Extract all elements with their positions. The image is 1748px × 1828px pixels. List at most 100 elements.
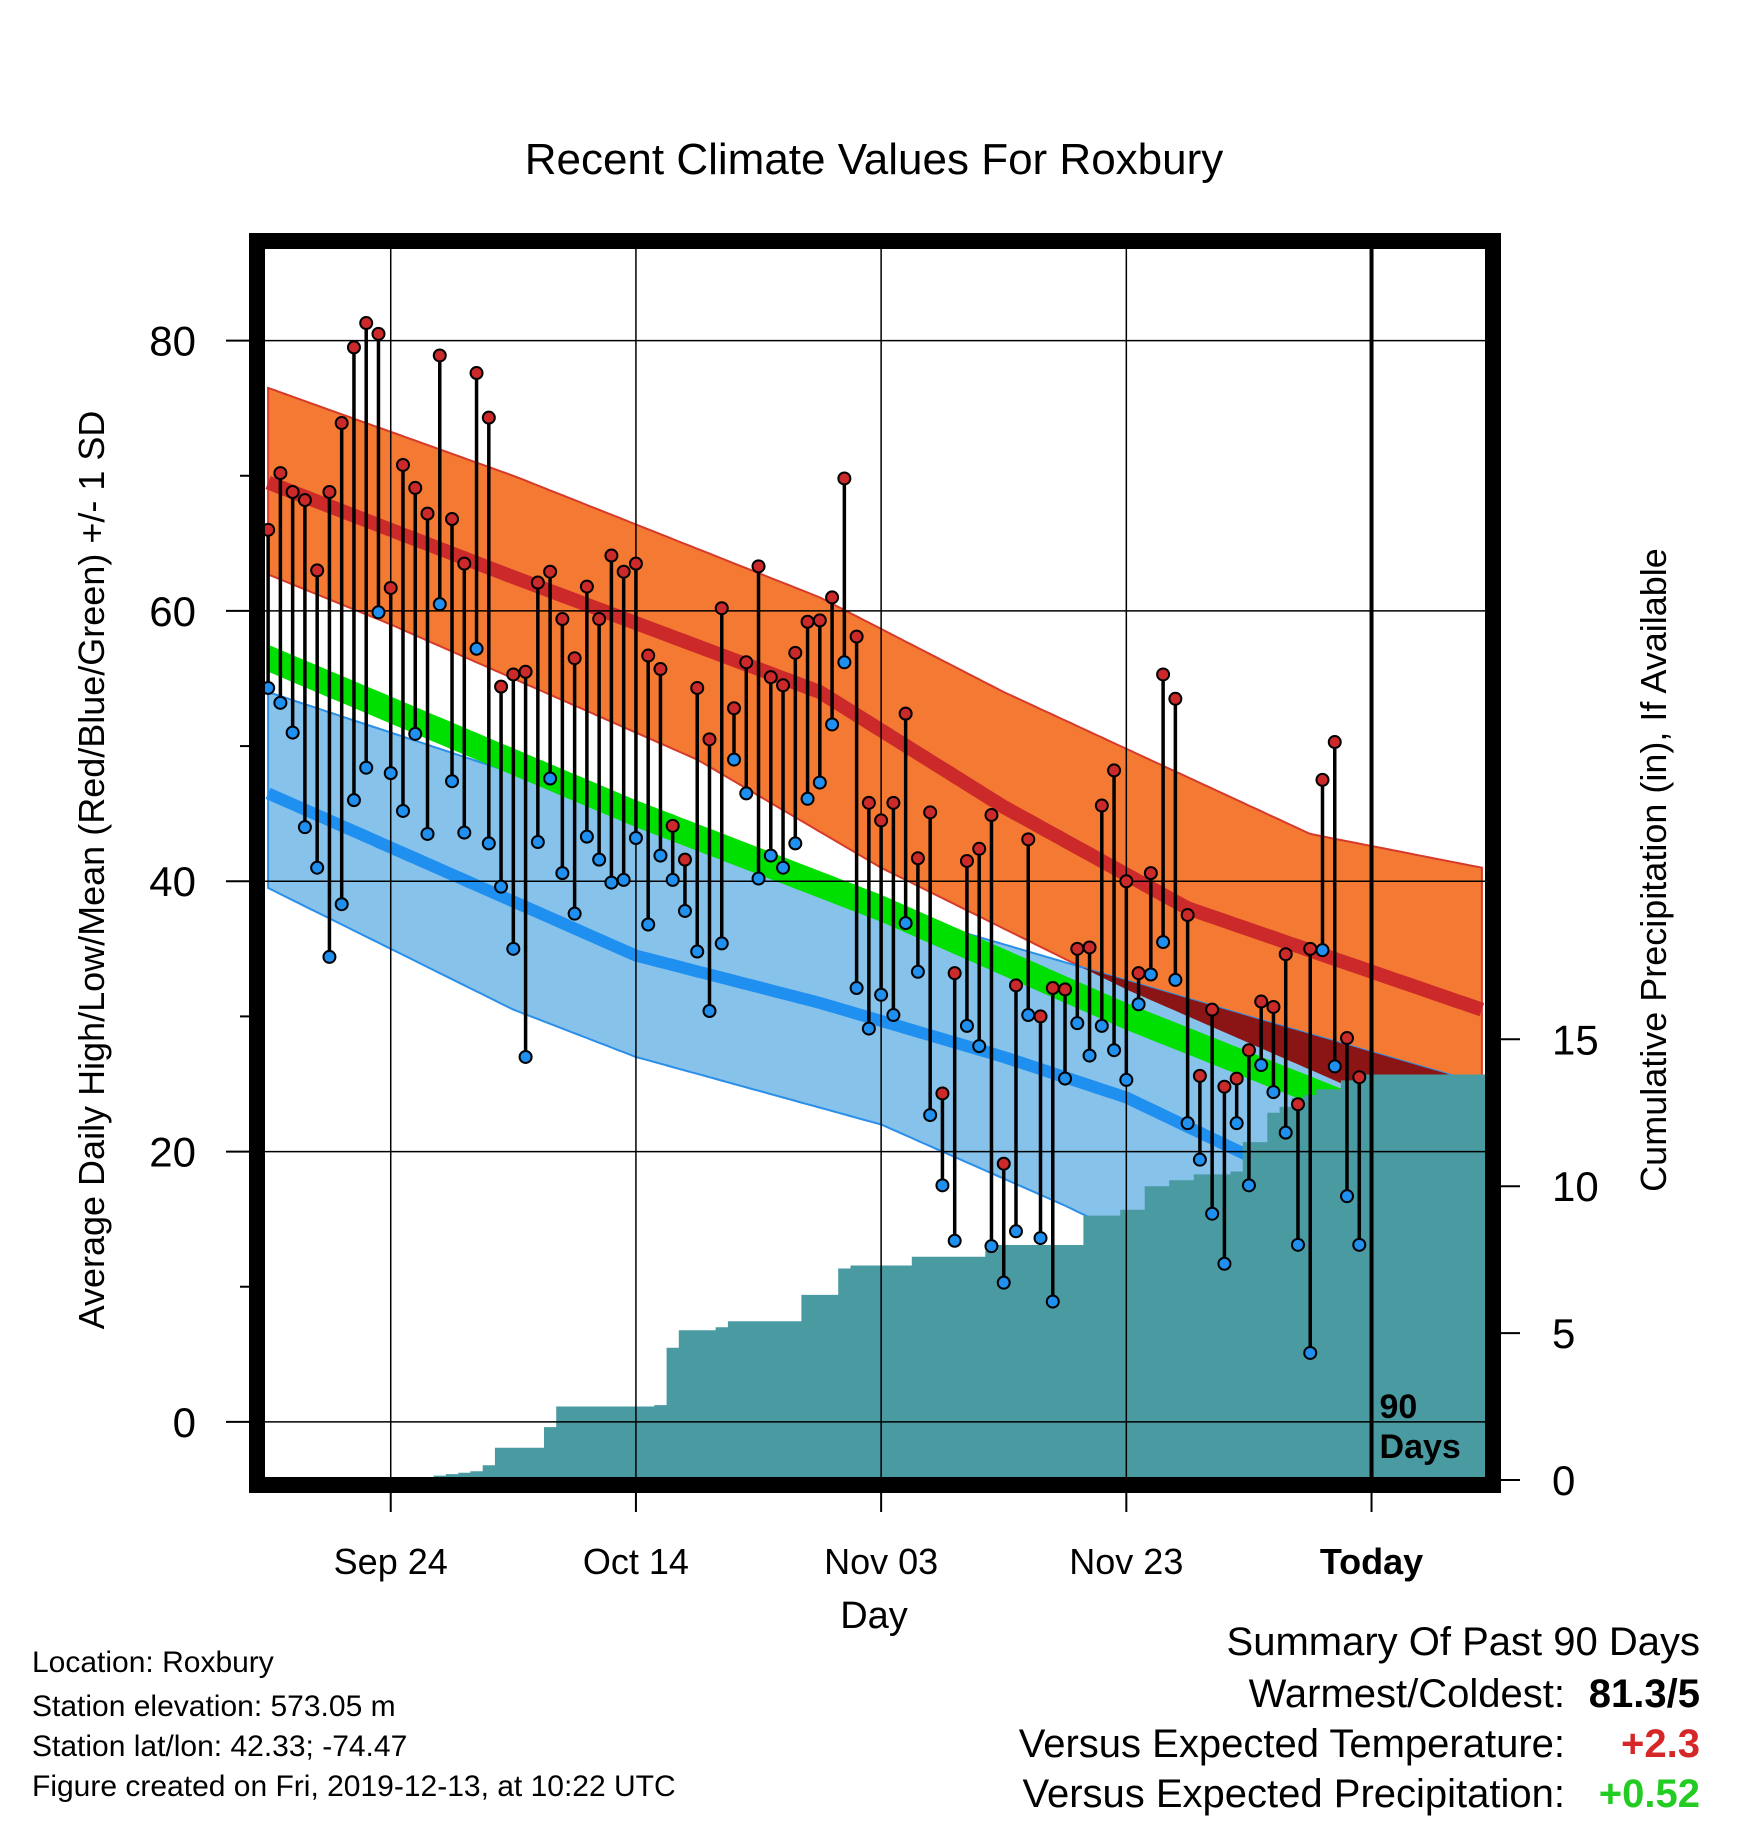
y-axis-label: Average Daily High/Low/Mean (Red/Blue/Gr… <box>71 411 112 1330</box>
low-point <box>555 866 570 881</box>
y2-axis-label: Cumulative Precipitation (in), If Availa… <box>1633 548 1674 1192</box>
low-point <box>494 879 509 894</box>
summary-row-precipitation: Versus Expected Precipitation: +0.52 <box>900 1772 1700 1822</box>
low-point <box>1058 1071 1073 1086</box>
y-tick-label: 0 <box>173 1399 196 1446</box>
low-point <box>1082 1048 1097 1063</box>
low-point <box>677 903 692 918</box>
high-point <box>874 813 889 828</box>
high-point <box>1180 908 1195 923</box>
plot-area: 90 Days <box>262 246 1488 1480</box>
low-point <box>420 826 435 841</box>
low-point <box>1192 1152 1207 1167</box>
low-point <box>1290 1237 1305 1252</box>
low-point <box>690 944 705 959</box>
chart-title: Recent Climate Values For Roxbury <box>525 135 1224 184</box>
high-point <box>1119 874 1134 889</box>
summary-row-temperature: Versus Expected Temperature: +2.3 <box>900 1722 1700 1772</box>
low-point <box>1241 1178 1256 1193</box>
high-point <box>322 484 337 499</box>
high-point <box>886 795 901 810</box>
high-point <box>739 655 754 670</box>
station-latlon: Station lat/lon: 42.33; -74.47 <box>32 1730 408 1763</box>
high-point <box>727 701 742 716</box>
summary-label-warmest-coldest: Warmest/Coldest: <box>1248 1672 1565 1716</box>
axes: 0 20 40 60 80 0 5 10 15 Sep 24 Oct 14 Nov 03 Nov 23 T… <box>149 233 1599 1582</box>
precip-area <box>262 1074 1488 1480</box>
x-tick-label: Today <box>1320 1541 1423 1582</box>
low-point <box>910 964 925 979</box>
low-point <box>751 871 766 886</box>
low-point <box>1143 967 1158 982</box>
y-tick-label: 20 <box>149 1129 196 1176</box>
low-point <box>641 917 656 932</box>
low-point <box>996 1275 1011 1290</box>
low-point <box>334 897 349 912</box>
high-point <box>702 732 717 747</box>
high-point <box>1156 667 1171 682</box>
high-point <box>812 613 827 628</box>
high-point <box>665 818 680 833</box>
x-tick-label: Nov 03 <box>824 1541 938 1582</box>
high-point <box>1008 978 1023 993</box>
low-point <box>383 766 398 781</box>
high-point <box>641 648 656 663</box>
high-point <box>1278 947 1293 962</box>
y2-tick-label: 0 <box>1552 1457 1575 1504</box>
low-point <box>1278 1125 1293 1140</box>
high-point <box>653 662 668 677</box>
low-point <box>518 1049 533 1064</box>
low-point <box>886 1008 901 1023</box>
summary-label-precipitation: Versus Expected Precipitation: <box>1022 1772 1565 1816</box>
low-point <box>1327 1059 1342 1074</box>
high-point <box>469 366 484 381</box>
low-point <box>445 774 460 789</box>
high-point <box>714 601 729 616</box>
high-point <box>923 805 938 820</box>
low-point <box>1021 1008 1036 1023</box>
low-point <box>346 793 361 808</box>
high-point <box>861 795 876 810</box>
mean-normal-band <box>268 644 1482 1172</box>
high-point <box>408 480 423 495</box>
low-point <box>530 835 545 850</box>
low-point <box>763 848 778 863</box>
high-point <box>837 471 852 486</box>
low-point <box>861 1021 876 1036</box>
low-point <box>1168 972 1183 987</box>
high-point <box>788 645 803 660</box>
low-point <box>297 820 312 835</box>
low-point <box>935 1178 950 1193</box>
low-point <box>432 597 447 612</box>
low-point <box>285 725 300 740</box>
low-point <box>874 987 889 1002</box>
high-point <box>395 457 410 472</box>
high-point <box>1033 1009 1048 1024</box>
low-point <box>1033 1231 1048 1246</box>
low-point <box>1131 997 1146 1012</box>
high-point <box>506 667 521 682</box>
low-point <box>395 803 410 818</box>
high-point <box>285 484 300 499</box>
high-point <box>334 416 349 431</box>
summary-title: Summary Of Past 90 Days <box>1226 1620 1700 1664</box>
high-point <box>1192 1068 1207 1083</box>
high-point <box>910 851 925 866</box>
low-point <box>665 872 680 887</box>
low-point <box>1008 1224 1023 1239</box>
low-point <box>273 695 288 710</box>
high-point <box>763 670 778 685</box>
high-point <box>432 348 447 363</box>
low-point <box>1352 1237 1367 1252</box>
low-point <box>1205 1206 1220 1221</box>
low-point <box>800 791 815 806</box>
low-point <box>776 860 791 875</box>
high-point <box>751 559 766 574</box>
low-point <box>1094 1018 1109 1033</box>
low-point <box>604 875 619 890</box>
high-point <box>359 316 374 331</box>
low-point <box>1303 1345 1318 1360</box>
high-point <box>1352 1070 1367 1085</box>
high-point <box>555 612 570 627</box>
high-point <box>457 556 472 571</box>
